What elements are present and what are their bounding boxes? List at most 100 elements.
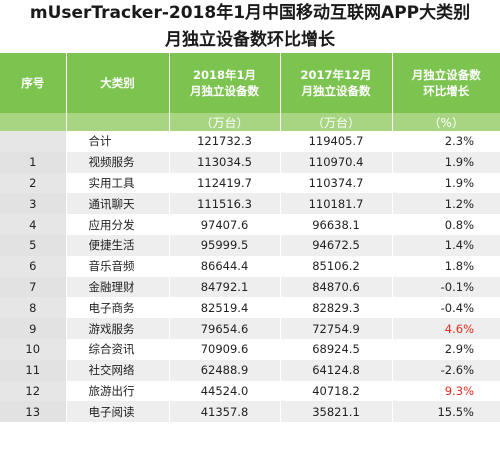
cell-category: 游戏服务 xyxy=(66,318,170,339)
cell-jan: 84792.1 xyxy=(169,276,281,298)
cell-dec: 94672.5 xyxy=(280,234,393,256)
cell-jan: 62488.9 xyxy=(169,359,281,381)
cell-dec: 110181.7 xyxy=(280,193,393,215)
cell-jan: 112419.7 xyxy=(169,172,281,194)
table-row: 8 电子商务 82519.4 82829.3 -0.4% xyxy=(0,297,500,319)
cell-index: 9 xyxy=(0,318,67,339)
cell-jan: 95999.5 xyxy=(169,234,281,256)
cell-jan: 79654.6 xyxy=(169,318,281,339)
cell-index: 5 xyxy=(0,234,67,256)
cell-jan: 41357.8 xyxy=(169,401,281,423)
cell-growth: 9.3% xyxy=(392,380,500,402)
cell-category: 通讯聊天 xyxy=(66,193,170,215)
cell-index: 12 xyxy=(0,380,67,402)
cell-jan: 113034.5 xyxy=(169,151,281,173)
cell-category: 便捷生活 xyxy=(66,234,170,256)
header-dec: 2017年12月 月独立设备数 xyxy=(280,53,393,113)
header-growth-line2: 环比增长 xyxy=(423,84,470,98)
table-row: 4 应用分发 97407.6 96638.1 0.8% xyxy=(0,214,500,235)
table-row: 12 旅游出行 44524.0 40718.2 9.3% xyxy=(0,380,500,402)
header-category: 大类别 xyxy=(66,53,170,113)
cell-index: 13 xyxy=(0,401,67,423)
cell-dec: 110374.7 xyxy=(280,172,393,194)
table-row: 2 实用工具 112419.7 110374.7 1.9% xyxy=(0,172,500,194)
table-row: 7 金融理财 84792.1 84870.6 -0.1% xyxy=(0,276,500,298)
cell-growth: -0.4% xyxy=(392,297,500,319)
cell-index xyxy=(0,131,67,152)
table-row: 11 社交网络 62488.9 64124.8 -2.6% xyxy=(0,359,500,381)
units-jan: （万台） xyxy=(169,113,281,131)
table-row: 1 视频服务 113034.5 110970.4 1.9% xyxy=(0,151,500,173)
table-row: 5 便捷生活 95999.5 94672.5 1.4% xyxy=(0,234,500,256)
cell-index: 7 xyxy=(0,276,67,298)
title-line-1: mUserTracker-2018年1月中国移动互联网APP大类别 xyxy=(29,3,471,23)
units-row: （万台） （万台） （%） xyxy=(0,113,500,131)
cell-jan: 44524.0 xyxy=(169,380,281,402)
cell-dec: 82829.3 xyxy=(280,297,393,319)
table-header: 序号 大类别 2018年1月 月独立设备数 2017年12月 月独立设备数 月独… xyxy=(0,53,500,131)
cell-dec: 110970.4 xyxy=(280,151,393,173)
table-row: 9 游戏服务 79654.6 72754.9 4.6% xyxy=(0,318,500,339)
header-jan-line1: 2018年1月 xyxy=(192,68,256,82)
header-jan-line2: 月独立设备数 xyxy=(190,84,259,98)
table-row: 3 通讯聊天 111516.3 110181.7 1.2% xyxy=(0,193,500,215)
units-index xyxy=(0,113,67,131)
units-growth: （%） xyxy=(392,113,500,131)
page-title: mUserTracker-2018年1月中国移动互联网APP大类别 月独立设备数… xyxy=(0,0,500,54)
header-growth: 月独立设备数 环比增长 xyxy=(392,53,500,113)
cell-index: 4 xyxy=(0,214,67,235)
cell-growth: -2.6% xyxy=(392,359,500,381)
cell-index: 1 xyxy=(0,151,67,173)
header-dec-line2: 月独立设备数 xyxy=(301,84,371,98)
cell-dec: 64124.8 xyxy=(280,359,393,381)
cell-growth: 4.6% xyxy=(392,318,500,339)
cell-dec: 96638.1 xyxy=(280,214,393,235)
cell-category: 应用分发 xyxy=(66,214,170,235)
header-jan: 2018年1月 月独立设备数 xyxy=(169,53,281,113)
table-row: 13 电子阅读 41357.8 35821.1 15.5% xyxy=(0,401,500,423)
table-row: 10 综合资讯 70909.6 68924.5 2.9% xyxy=(0,338,500,360)
cell-jan: 121732.3 xyxy=(169,131,281,152)
cell-jan: 86644.4 xyxy=(169,255,281,277)
cell-index: 10 xyxy=(0,338,67,360)
cell-dec: 40718.2 xyxy=(280,380,393,402)
cell-category: 金融理财 xyxy=(66,276,170,298)
cell-category: 视频服务 xyxy=(66,151,170,173)
cell-dec: 68924.5 xyxy=(280,338,393,360)
header-growth-line1: 月独立设备数 xyxy=(411,68,481,82)
cell-growth: 1.2% xyxy=(392,193,500,215)
cell-jan: 70909.6 xyxy=(169,338,281,360)
cell-index: 8 xyxy=(0,297,67,319)
header-index: 序号 xyxy=(0,53,67,113)
cell-dec: 35821.1 xyxy=(280,401,393,423)
cell-index: 3 xyxy=(0,193,67,215)
cell-growth: 1.9% xyxy=(392,172,500,194)
cell-growth: -0.1% xyxy=(392,276,500,298)
table-row: 6 音乐音频 86644.4 85106.2 1.8% xyxy=(0,255,500,277)
title-line-2: 月独立设备数环比增长 xyxy=(165,30,335,50)
cell-jan: 111516.3 xyxy=(169,193,281,215)
cell-growth: 1.8% xyxy=(392,255,500,277)
header-dec-line1: 2017年12月 xyxy=(300,68,372,82)
data-table: 序号 大类别 2018年1月 月独立设备数 2017年12月 月独立设备数 月独… xyxy=(0,53,500,423)
cell-jan: 97407.6 xyxy=(169,214,281,235)
cell-category: 音乐音频 xyxy=(66,255,170,277)
cell-dec: 84870.6 xyxy=(280,276,393,298)
cell-growth: 1.4% xyxy=(392,234,500,256)
cell-growth: 0.8% xyxy=(392,214,500,235)
cell-index: 2 xyxy=(0,172,67,194)
units-category xyxy=(66,113,170,131)
cell-category: 社交网络 xyxy=(66,359,170,381)
cell-growth: 2.3% xyxy=(392,131,500,152)
cell-growth: 1.9% xyxy=(392,151,500,173)
cell-index: 11 xyxy=(0,359,67,381)
cell-index: 6 xyxy=(0,255,67,277)
cell-category: 旅游出行 xyxy=(66,380,170,402)
cell-growth: 15.5% xyxy=(392,401,500,423)
table-body: 合计 121732.3 119405.7 2.3% 1 视频服务 113034.5 1… xyxy=(0,131,500,423)
units-dec: （万台） xyxy=(280,113,393,131)
cell-dec: 119405.7 xyxy=(280,131,393,152)
cell-category: 电子阅读 xyxy=(66,401,170,423)
cell-jan: 82519.4 xyxy=(169,297,281,319)
table-row-total: 合计 121732.3 119405.7 2.3% xyxy=(0,131,500,152)
